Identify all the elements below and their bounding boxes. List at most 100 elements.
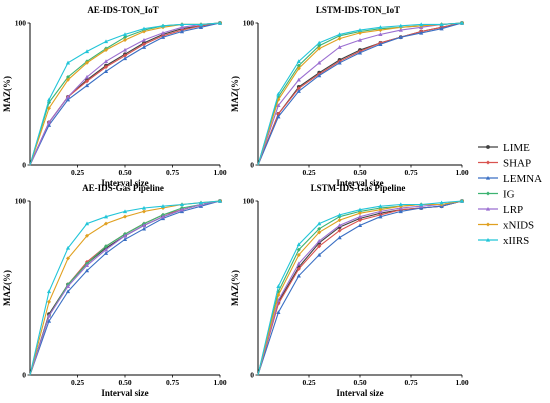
x-tick-label: 1.00 — [455, 168, 468, 177]
x-tick-label: 0.75 — [166, 378, 179, 387]
data-point-shap — [85, 79, 89, 84]
data-point-xiirs — [65, 245, 71, 250]
legend-marker — [486, 145, 490, 149]
data-point-lemna — [65, 97, 71, 102]
data-point-xiirs — [357, 28, 363, 32]
data-point-lrp — [296, 261, 301, 266]
data-point-lemna — [122, 56, 128, 61]
data-point-xiirs — [419, 202, 424, 207]
y-tick-label: 0 — [22, 371, 26, 380]
data-point-xiirs — [439, 200, 444, 205]
data-point-xiirs — [179, 22, 185, 27]
data-point-lemna — [84, 83, 90, 88]
data-point-lrp — [141, 223, 147, 228]
data-point-lrp — [84, 263, 90, 268]
series-ig — [29, 199, 222, 376]
x-tick-label: 0.75 — [404, 378, 417, 387]
data-point-xnids — [85, 233, 89, 238]
data-point-lemna — [398, 35, 403, 39]
series-line-lrp — [257, 22, 463, 166]
data-point-xiirs — [357, 207, 363, 212]
series-lemna — [257, 198, 465, 376]
series-xnids — [257, 199, 464, 376]
data-point-lemna — [276, 310, 281, 315]
data-point-lemna — [198, 25, 204, 29]
series-lime — [29, 199, 222, 376]
x-tick-label: 0.50 — [118, 168, 131, 177]
legend-marker — [486, 191, 490, 196]
data-point-shap — [296, 266, 301, 271]
x-tick-label: 0.75 — [166, 168, 179, 177]
data-point-xnids — [66, 256, 70, 261]
legend-label: SHAP — [503, 158, 531, 170]
data-point-xnids — [378, 28, 383, 33]
data-point-xnids — [142, 29, 146, 34]
data-point-xiirs — [317, 40, 322, 45]
data-point-lemna — [419, 30, 424, 35]
data-point-lemna — [378, 214, 383, 219]
data-point-xiirs — [378, 204, 383, 208]
data-point-xiirs — [217, 20, 223, 25]
series-line-xiirs — [257, 22, 463, 166]
data-point-xiirs — [317, 221, 322, 226]
legend-entry-shap: SHAP — [478, 158, 531, 170]
data-point-lemna — [103, 251, 109, 255]
data-point-xnids — [317, 230, 322, 235]
series-lrp — [257, 20, 465, 166]
legend: LIME SHAP LEMNA IG LRP xNIDS xIIRS — [478, 142, 542, 247]
data-point-lemna — [439, 26, 444, 31]
data-point-xiirs — [378, 25, 383, 29]
data-point-xiirs — [296, 242, 301, 247]
data-point-lemna — [337, 60, 342, 65]
data-point-xnids — [296, 252, 301, 257]
x-tick-label: 0.50 — [353, 378, 366, 387]
data-point-lrp — [337, 223, 342, 228]
data-point-lemna — [65, 289, 71, 294]
data-point-xiirs — [84, 49, 90, 54]
series-shap — [29, 199, 222, 376]
chart-panel-lstm-ids-ton-iot: LSTM-IDS-TON_IoT 0.25 0.50 0.75 1.00 0 100 Inte… — [230, 5, 469, 188]
series-line-xiirs — [29, 200, 221, 376]
data-point-shap — [337, 228, 342, 233]
data-point-xnids — [66, 77, 70, 82]
series-xnids — [29, 21, 222, 166]
data-point-xnids — [296, 66, 301, 71]
series-line-lrp — [29, 200, 221, 376]
legend-marker — [485, 206, 491, 211]
data-point-ig — [104, 244, 108, 249]
data-point-lemna — [103, 69, 109, 73]
data-point-xnids — [123, 38, 127, 43]
data-point-lemna — [160, 35, 166, 39]
data-point-lrp — [122, 233, 128, 238]
data-point-xiirs — [398, 202, 403, 207]
y-axis-label: MAZ(%) — [230, 270, 240, 306]
data-point-xiirs — [198, 22, 204, 27]
series-line-lemna — [29, 200, 221, 376]
series-xiirs — [29, 198, 223, 376]
data-point-shap — [123, 53, 127, 58]
data-point-xnids — [47, 106, 51, 111]
y-tick-label: 100 — [243, 19, 255, 28]
x-tick-label: 0.25 — [71, 378, 84, 387]
data-point-lemna — [276, 114, 281, 119]
data-point-lrp — [65, 94, 71, 99]
data-point-xiirs — [398, 23, 403, 28]
chart-title: AE-IDS-TON_IoT — [87, 5, 158, 15]
data-point-lemna — [296, 273, 301, 278]
data-point-lemna — [378, 42, 383, 46]
data-point-ig — [317, 226, 322, 231]
legend-entry-lemna: LEMNA — [478, 173, 542, 185]
data-point-shap — [142, 42, 146, 47]
data-point-lemna — [46, 318, 52, 323]
data-point-shap — [317, 244, 322, 249]
series-line-xnids — [29, 22, 221, 166]
data-point-lrp — [65, 284, 71, 288]
data-point-xiirs — [84, 221, 90, 226]
data-point-shap — [358, 218, 362, 223]
data-point-ig — [317, 43, 322, 48]
data-point-lemna — [141, 45, 147, 49]
x-tick-label: 1.00 — [213, 168, 226, 177]
data-point-lrp — [103, 59, 109, 64]
data-point-xiirs — [337, 212, 342, 217]
